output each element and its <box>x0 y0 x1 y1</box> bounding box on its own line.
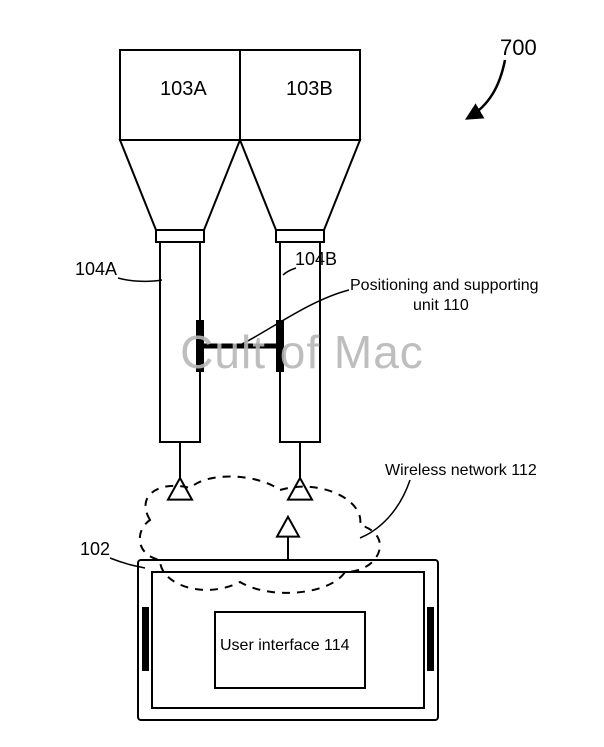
device-button-right <box>427 607 434 671</box>
fig-arrow <box>468 60 505 118</box>
label-posunit-2: unit 110 <box>413 297 469 314</box>
nozzle-b <box>288 478 312 500</box>
label-700: 700 <box>500 35 537 60</box>
antenna-tri <box>277 517 299 537</box>
label-102: 102 <box>80 539 110 559</box>
neck-a <box>156 230 204 242</box>
clamp-b-inner <box>276 320 284 372</box>
nozzle-a <box>168 478 192 500</box>
label-103b: 103B <box>286 78 333 100</box>
label-104b: 104B <box>295 249 337 269</box>
label-wireless: Wireless network 112 <box>385 462 537 479</box>
tube-a <box>160 242 200 442</box>
label-ui: User interface 114 <box>220 637 350 654</box>
device-button-left <box>142 607 149 671</box>
lead-wireless <box>360 480 410 538</box>
funnel-a <box>120 140 240 230</box>
label-104a: 104A <box>75 259 117 279</box>
label-103a: 103A <box>160 78 207 100</box>
funnel-b <box>240 140 360 230</box>
label-posunit-1: Positioning and supporting <box>350 277 539 294</box>
neck-b <box>276 230 324 242</box>
patent-figure: 700 103A 103B 104A 104B Positioning and … <box>0 0 604 747</box>
clamp-a-inner <box>196 320 204 372</box>
lead-104a <box>118 278 162 281</box>
